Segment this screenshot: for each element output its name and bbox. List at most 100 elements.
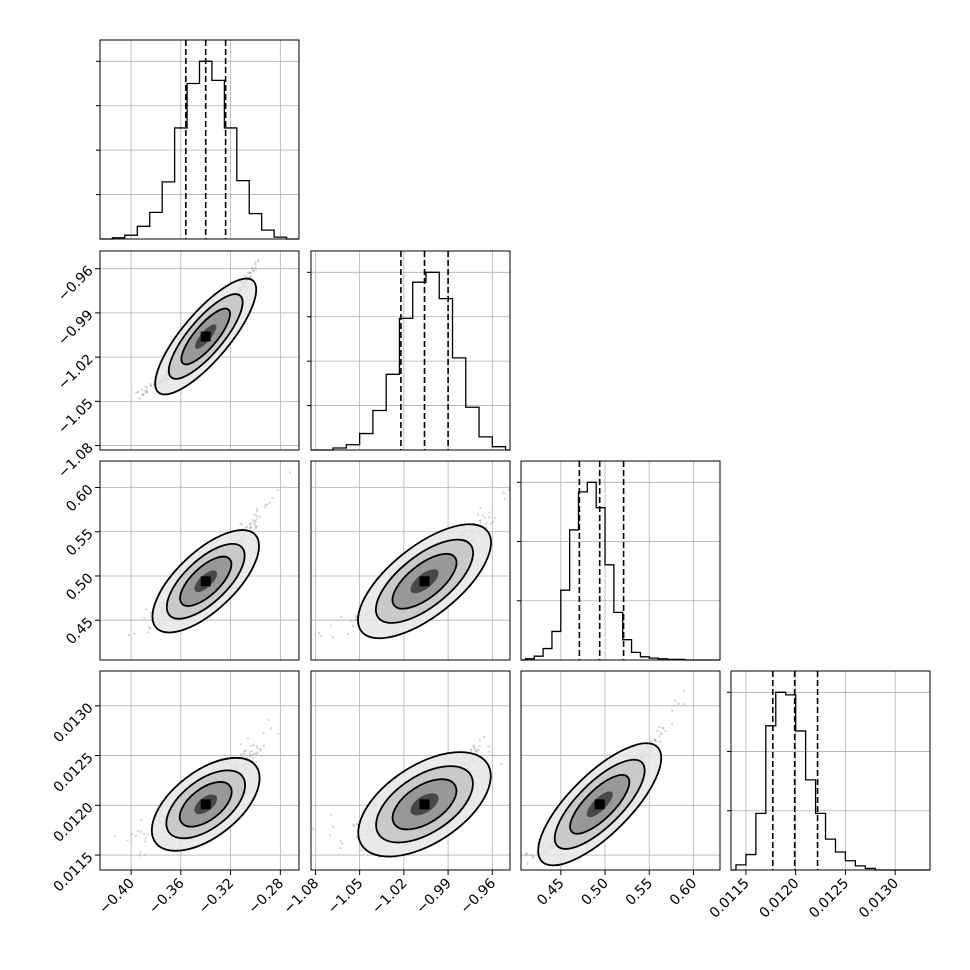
scatter-point bbox=[352, 823, 355, 826]
scatter-point bbox=[243, 750, 246, 753]
scatter-point bbox=[318, 631, 321, 635]
scatter-point bbox=[254, 526, 257, 530]
scatter-point bbox=[248, 753, 252, 756]
scatter-point bbox=[256, 510, 259, 513]
scatter-point bbox=[113, 835, 117, 838]
scatter-point bbox=[147, 626, 151, 629]
scatter-point bbox=[249, 754, 252, 757]
scatter-point bbox=[252, 521, 255, 525]
scatter-point bbox=[239, 522, 242, 525]
scatter-point bbox=[256, 514, 259, 518]
scatter-point bbox=[146, 833, 149, 836]
scatter-point bbox=[251, 750, 254, 753]
scatter-point bbox=[259, 748, 262, 751]
scatter-point bbox=[254, 752, 257, 755]
scatter-area bbox=[521, 689, 685, 867]
scatter-point bbox=[479, 519, 482, 522]
scatter-point bbox=[142, 394, 145, 397]
axes-frame bbox=[99, 39, 300, 240]
scatter-point bbox=[476, 513, 480, 516]
scatter-panel-0-1 bbox=[99, 233, 300, 451]
density-contour bbox=[391, 778, 458, 831]
scatter-point bbox=[355, 835, 358, 838]
scatter-point bbox=[285, 632, 287, 634]
density-contour bbox=[178, 781, 233, 828]
scatter-point bbox=[489, 522, 492, 525]
scatter-point bbox=[139, 851, 142, 854]
histogram-step bbox=[311, 271, 510, 451]
scatter-point bbox=[145, 389, 148, 392]
axes-frame bbox=[99, 460, 300, 661]
scatter-point bbox=[255, 752, 258, 755]
scatter-point bbox=[128, 633, 131, 637]
scatter-point bbox=[478, 739, 481, 742]
scatter-point bbox=[477, 748, 480, 751]
scatter-point bbox=[256, 746, 259, 750]
scatter-point bbox=[478, 520, 482, 523]
scatter-point bbox=[254, 268, 257, 271]
scatter-point bbox=[245, 525, 249, 528]
scatter-point bbox=[488, 750, 491, 753]
density-peak bbox=[419, 799, 430, 810]
density-peak bbox=[200, 799, 211, 810]
scatter-point bbox=[472, 745, 475, 748]
scatter-point bbox=[503, 497, 506, 500]
scatter-point bbox=[248, 271, 251, 274]
density-contour bbox=[167, 293, 244, 380]
scatter-point bbox=[481, 514, 484, 517]
scatter-point bbox=[660, 732, 663, 735]
scatter-point bbox=[248, 523, 252, 526]
scatter-point bbox=[475, 749, 479, 752]
scatter-point bbox=[267, 718, 270, 722]
scatter-point bbox=[332, 825, 335, 828]
scatter-point bbox=[479, 506, 482, 510]
scatter-point bbox=[244, 526, 247, 530]
scatter-point bbox=[246, 737, 249, 740]
scatter-point bbox=[131, 832, 134, 836]
scatter-point bbox=[142, 832, 146, 835]
scatter-point bbox=[134, 835, 138, 838]
scatter-point bbox=[478, 745, 481, 748]
density-contour bbox=[391, 552, 458, 610]
scatter-panel-2-3 bbox=[520, 670, 721, 871]
scatter-point bbox=[355, 822, 359, 826]
scatter-point bbox=[251, 519, 254, 522]
scatter-point bbox=[655, 740, 658, 743]
density-contour bbox=[357, 751, 492, 858]
scatter-point bbox=[277, 732, 280, 735]
scatter-point bbox=[144, 385, 147, 388]
scatter-point bbox=[330, 813, 333, 816]
scatter-point bbox=[254, 760, 258, 764]
scatter-point bbox=[135, 391, 138, 394]
scatter-point bbox=[340, 615, 343, 618]
scatter-point bbox=[147, 631, 150, 634]
scatter-point bbox=[255, 507, 258, 510]
density-contour bbox=[357, 523, 492, 640]
scatter-point bbox=[264, 503, 267, 507]
scatter-point bbox=[250, 266, 253, 269]
density-contour bbox=[165, 542, 246, 620]
scatter-point bbox=[149, 384, 152, 387]
scatter-point bbox=[275, 233, 277, 235]
scatter-point bbox=[269, 727, 272, 730]
scatter-panel-0-2 bbox=[99, 460, 300, 661]
scatter-area bbox=[128, 471, 291, 637]
density-contour bbox=[154, 277, 258, 396]
scatter-panel-0-3 bbox=[99, 670, 300, 871]
axes-frame bbox=[99, 670, 300, 871]
density-peak bbox=[419, 576, 430, 587]
scatter-point bbox=[682, 703, 685, 706]
axes-frame bbox=[310, 250, 511, 451]
scatter-point bbox=[251, 269, 254, 272]
scatter-point bbox=[329, 624, 332, 627]
scatter-point bbox=[141, 393, 144, 397]
histogram-panel-0 bbox=[96, 39, 300, 240]
scatter-point bbox=[145, 389, 149, 393]
scatter-panel-1-3 bbox=[310, 670, 511, 871]
scatter-point bbox=[483, 735, 486, 739]
scatter-point bbox=[249, 522, 253, 525]
scatter-point bbox=[262, 744, 265, 747]
scatter-point bbox=[244, 274, 247, 277]
scatter-point bbox=[253, 519, 256, 522]
scatter-point bbox=[473, 747, 476, 750]
